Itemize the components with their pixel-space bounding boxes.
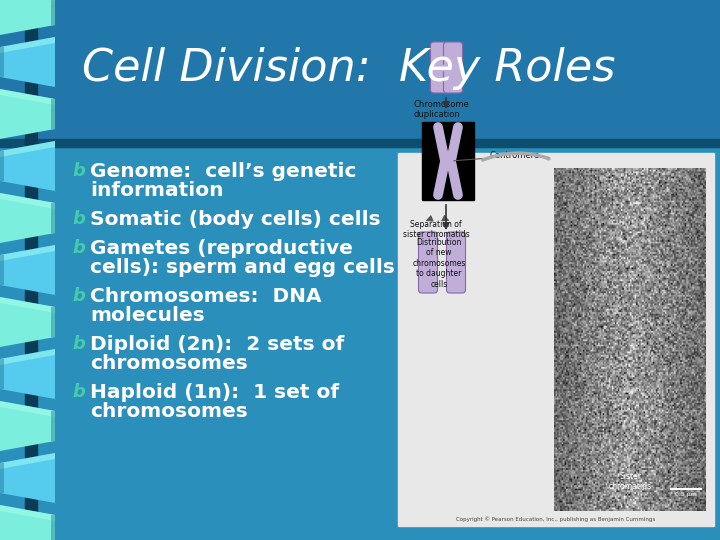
Polygon shape [0,151,4,181]
Polygon shape [0,453,55,469]
Text: 0.5 μm: 0.5 μm [675,492,697,497]
Polygon shape [51,99,55,129]
Polygon shape [0,193,55,209]
Text: cells): sperm and egg cells: cells): sperm and egg cells [90,258,395,277]
Polygon shape [0,0,55,35]
Polygon shape [0,359,4,389]
Polygon shape [0,0,55,1]
Polygon shape [0,47,4,77]
Text: information: information [90,181,223,200]
Polygon shape [0,349,55,399]
Polygon shape [0,297,55,313]
Polygon shape [0,141,55,191]
Polygon shape [0,89,55,139]
Polygon shape [0,401,55,451]
Polygon shape [0,255,4,285]
Polygon shape [0,37,55,87]
Text: Diploid (2n):  2 sets of: Diploid (2n): 2 sets of [90,335,344,354]
Text: chromosomes: chromosomes [90,354,248,373]
Text: Chromosomes:  DNA: Chromosomes: DNA [90,287,322,306]
Polygon shape [0,297,55,347]
Polygon shape [0,401,55,417]
Polygon shape [51,307,55,337]
Text: Distribution
of new
chromosomes
to daughter
cells: Distribution of new chromosomes to daugh… [413,238,466,288]
FancyBboxPatch shape [418,232,438,293]
Polygon shape [0,193,55,243]
Text: Somatic (body cells) cells: Somatic (body cells) cells [90,210,381,229]
Text: b: b [72,162,85,180]
Text: b: b [72,383,85,401]
Polygon shape [51,0,55,25]
Bar [398,153,714,526]
Text: Gametes (reproductive: Gametes (reproductive [90,239,353,258]
Text: b: b [72,210,85,228]
FancyBboxPatch shape [444,42,462,93]
Text: Genome:  cell’s genetic: Genome: cell’s genetic [90,162,356,181]
Text: Haploid (1n):  1 set of: Haploid (1n): 1 set of [90,383,339,402]
Polygon shape [0,505,55,540]
FancyBboxPatch shape [431,42,449,93]
Text: chromosomes: chromosomes [90,402,248,421]
Polygon shape [51,515,55,540]
Ellipse shape [441,65,451,71]
Polygon shape [0,245,55,261]
Polygon shape [0,245,55,295]
Bar [0,0,720,140]
Polygon shape [0,141,55,157]
Polygon shape [51,411,55,441]
Bar [422,122,474,200]
Polygon shape [0,37,55,53]
Text: Centromere: Centromere [454,152,540,161]
Bar [0,147,720,540]
Polygon shape [0,349,55,365]
Text: Cell Division:  Key Roles: Cell Division: Key Roles [82,46,616,90]
FancyBboxPatch shape [446,232,466,293]
Polygon shape [0,505,55,521]
Text: Sister
chromatids: Sister chromatids [608,471,652,491]
Bar [0,139,720,147]
FancyArrowPatch shape [482,153,549,160]
Text: b: b [72,239,85,257]
Text: Copyright © Pearson Education, Inc., publishing as Benjamin Cummings: Copyright © Pearson Education, Inc., pub… [456,516,656,522]
Text: molecules: molecules [90,306,204,325]
Text: Separation of
sister chromatids: Separation of sister chromatids [402,220,469,239]
Polygon shape [0,453,55,503]
Polygon shape [0,463,4,493]
Polygon shape [51,203,55,233]
Text: b: b [72,287,85,305]
Text: b: b [72,335,85,353]
Polygon shape [0,89,55,105]
Bar [25,0,37,540]
Text: Chromosome
duplication: Chromosome duplication [413,100,469,119]
